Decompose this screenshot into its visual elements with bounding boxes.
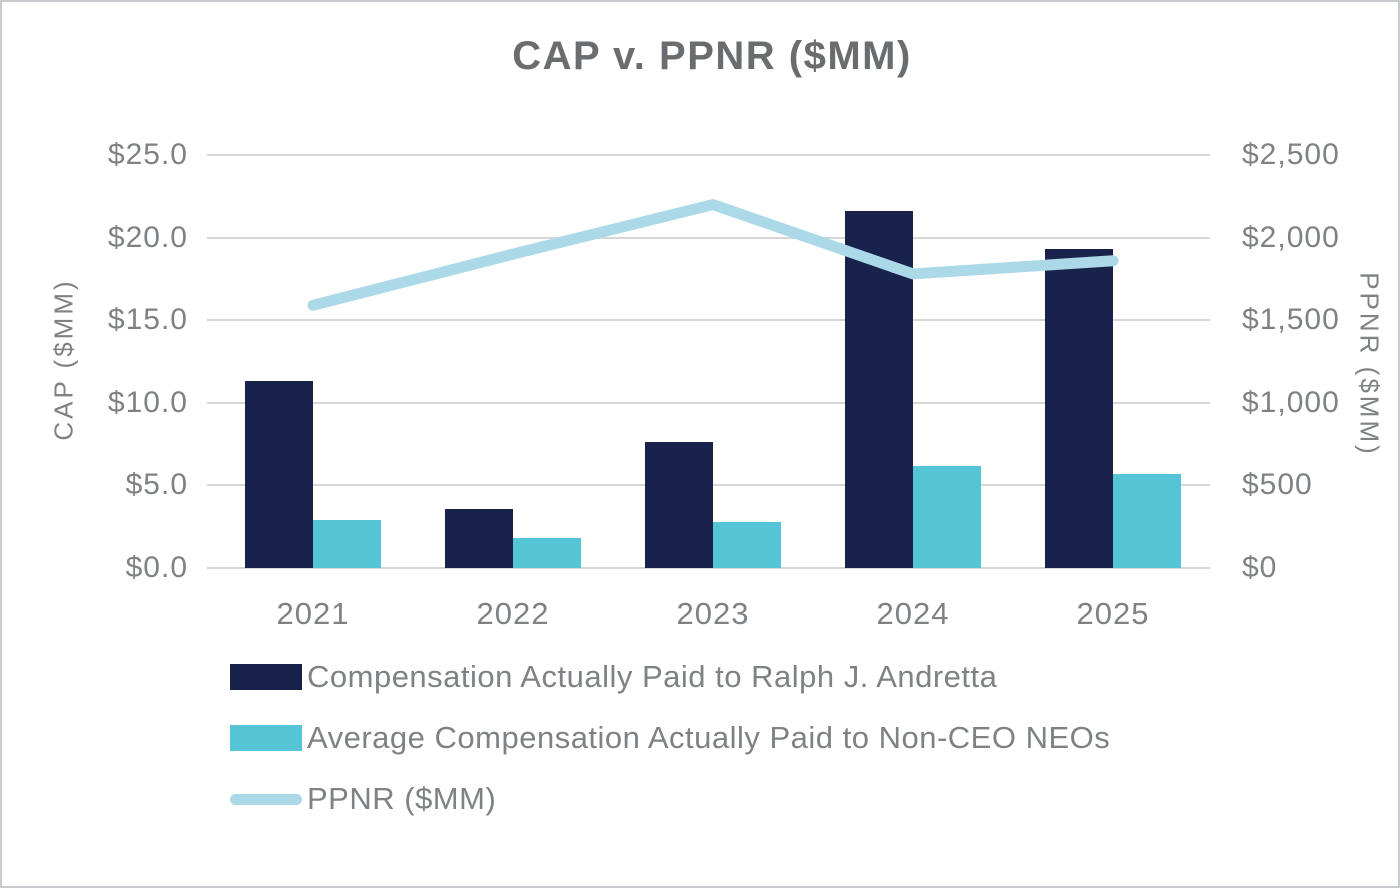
legend-item-ppnr: PPNR ($MM) xyxy=(230,779,1110,819)
legend-item-cap-ceo: Compensation Actually Paid to Ralph J. A… xyxy=(230,657,1110,697)
left-axis-title: CAP ($MM) xyxy=(48,278,79,441)
legend-item-cap-neo: Average Compensation Actually Paid to No… xyxy=(230,718,1110,758)
x-axis-label-2023: 2023 xyxy=(676,596,750,631)
left-axis-tick-label: $15.0 xyxy=(107,303,188,337)
bar-cap-neo-2023 xyxy=(713,521,781,568)
legend-label-cap-ceo: Compensation Actually Paid to Ralph J. A… xyxy=(307,659,998,694)
gridline xyxy=(207,567,1210,569)
bar-cap-neo-2022 xyxy=(513,538,581,568)
right-axis-title: PPNR ($MM) xyxy=(1354,272,1385,457)
right-axis-tick-label: $0 xyxy=(1242,551,1278,584)
legend-swatch-cap-ceo-bar xyxy=(230,664,302,690)
legend-label-ppnr: PPNR ($MM) xyxy=(307,781,497,816)
left-axis-tick-label: $25.0 xyxy=(107,138,188,171)
left-axis-tick-label: $0.0 xyxy=(125,551,188,584)
legend-swatch-ppnr-line xyxy=(230,793,302,805)
right-axis-tick-label: $500 xyxy=(1242,468,1313,502)
left-axis-tick-label: $5.0 xyxy=(125,468,188,502)
legend: Compensation Actually Paid to Ralph J. A… xyxy=(230,657,1110,840)
chart-title: CAP v. PPNR ($MM) xyxy=(512,34,912,78)
bar-cap-ceo-2025 xyxy=(1045,249,1113,568)
ppnr-line xyxy=(307,199,1119,311)
right-axis-tick-label: $1,500 xyxy=(1242,303,1340,337)
gridline xyxy=(207,154,1210,156)
bar-cap-neo-2021 xyxy=(313,520,381,568)
legend-label-cap-neo: Average Compensation Actually Paid to No… xyxy=(307,720,1111,755)
gridline xyxy=(207,236,1210,239)
x-axis-label-2021: 2021 xyxy=(276,596,350,631)
bar-cap-neo-2025 xyxy=(1113,473,1181,568)
right-axis-tick-label: $1,000 xyxy=(1242,385,1340,419)
bar-cap-ceo-2022 xyxy=(445,508,513,568)
left-axis-tick-label: $20.0 xyxy=(107,220,188,254)
x-axis-label-2025: 2025 xyxy=(1076,596,1150,631)
bar-cap-ceo-2021 xyxy=(245,381,313,568)
bar-cap-ceo-2024 xyxy=(845,211,913,568)
x-axis-label-2024: 2024 xyxy=(876,596,950,631)
gridline xyxy=(207,319,1210,322)
x-axis-label-2022: 2022 xyxy=(476,596,550,631)
bar-cap-neo-2024 xyxy=(913,465,981,568)
bar-cap-ceo-2023 xyxy=(645,442,713,568)
gridline xyxy=(207,401,1210,404)
right-axis-tick-label: $2,500 xyxy=(1242,138,1340,171)
left-axis-tick-label: $10.0 xyxy=(107,385,188,419)
right-axis-tick-label: $2,000 xyxy=(1242,220,1340,254)
legend-swatch-cap-neo-bar xyxy=(230,725,302,751)
